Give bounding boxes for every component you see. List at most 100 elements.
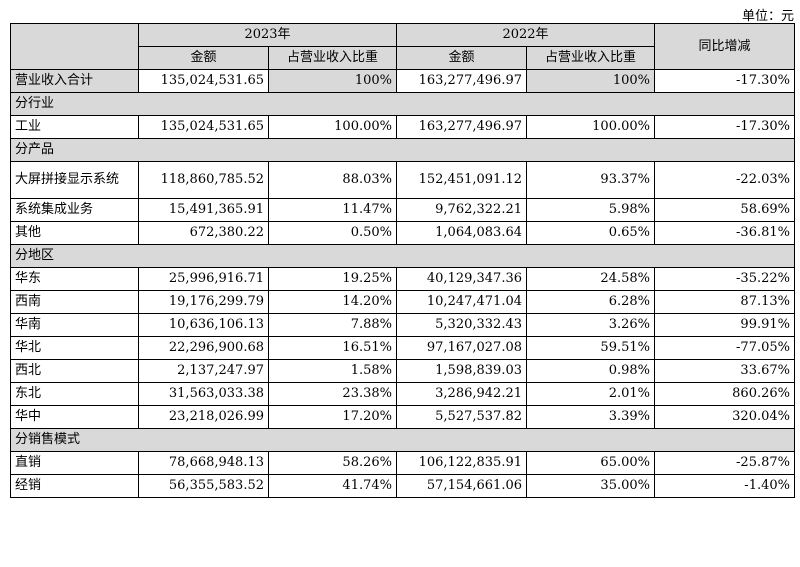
- ratio-2022: 0.65%: [526, 221, 655, 245]
- ratio-2022: 5.98%: [526, 198, 655, 222]
- yoy-change: -1.40%: [654, 474, 795, 498]
- ratio-2022: 3.26%: [526, 313, 655, 337]
- ratio-2023: 41.74%: [268, 474, 397, 498]
- header-row-years: 2023年 2022年 同比增减: [10, 23, 795, 70]
- ratio-2023: 14.20%: [268, 290, 397, 314]
- total-amount-2022: 163,277,496.97: [396, 69, 527, 93]
- header-year-2023: 2023年: [138, 23, 397, 47]
- total-label: 营业收入合计: [10, 69, 139, 93]
- amount-2022: 9,762,322.21: [396, 198, 527, 222]
- ratio-2022: 65.00%: [526, 451, 655, 475]
- amount-2023: 19,176,299.79: [138, 290, 269, 314]
- total-ratio-2022: 100%: [526, 69, 655, 93]
- section-row: 分地区: [10, 244, 795, 268]
- row-label: 东北: [10, 382, 139, 406]
- yoy-change: -36.81%: [654, 221, 795, 245]
- ratio-2022: 59.51%: [526, 336, 655, 360]
- row-label: 华东: [10, 267, 139, 291]
- row-label: 系统集成业务: [10, 198, 139, 222]
- section-title: 分销售模式: [10, 428, 795, 452]
- ratio-2023: 58.26%: [268, 451, 397, 475]
- ratio-2023: 1.58%: [268, 359, 397, 383]
- table-row: 华中 23,218,026.99 17.20% 5,527,537.82 3.39% 32…: [10, 405, 795, 429]
- ratio-2022: 0.98%: [526, 359, 655, 383]
- section-row: 分产品: [10, 138, 795, 162]
- yoy-change: -22.03%: [654, 161, 795, 199]
- table-body: 营业收入合计 135,024,531.65 100% 163,277,496.9…: [10, 69, 795, 498]
- yoy-change: 99.91%: [654, 313, 795, 337]
- row-label: 西北: [10, 359, 139, 383]
- section-row: 分销售模式: [10, 428, 795, 452]
- header-year-2022: 2022年: [396, 23, 655, 47]
- amount-2023: 135,024,531.65: [138, 115, 269, 139]
- total-yoy: -17.30%: [654, 69, 795, 93]
- total-amount-2023: 135,024,531.65: [138, 69, 269, 93]
- amount-2023: 2,137,247.97: [138, 359, 269, 383]
- ratio-2023: 88.03%: [268, 161, 397, 199]
- header-ratio-2023: 占营业收入比重: [268, 46, 397, 70]
- ratio-2022: 100.00%: [526, 115, 655, 139]
- header-amount-2023: 金额: [138, 46, 269, 70]
- table-row: 华北 22,296,900.68 16.51% 97,167,027.08 59.51%…: [10, 336, 795, 360]
- amount-2023: 15,491,365.91: [138, 198, 269, 222]
- amount-2022: 5,320,332.43: [396, 313, 527, 337]
- amount-2022: 163,277,496.97: [396, 115, 527, 139]
- header-ratio-2022: 占营业收入比重: [526, 46, 655, 70]
- amount-2023: 23,218,026.99: [138, 405, 269, 429]
- amount-2023: 10,636,106.13: [138, 313, 269, 337]
- amount-2023: 672,380.22: [138, 221, 269, 245]
- header-row-columns: 金额 占营业收入比重 金额 占营业收入比重: [11, 46, 795, 70]
- amount-2022: 5,527,537.82: [396, 405, 527, 429]
- amount-2022: 97,167,027.08: [396, 336, 527, 360]
- amount-2022: 10,247,471.04: [396, 290, 527, 314]
- ratio-2023: 7.88%: [268, 313, 397, 337]
- table-row: 华南 10,636,106.13 7.88% 5,320,332.43 3.26% 99.…: [10, 313, 795, 337]
- yoy-change: -77.05%: [654, 336, 795, 360]
- ratio-2022: 93.37%: [526, 161, 655, 199]
- row-label: 西南: [10, 290, 139, 314]
- row-label: 经销: [10, 474, 139, 498]
- yoy-change: -17.30%: [654, 115, 795, 139]
- total-ratio-2023: 100%: [268, 69, 397, 93]
- ratio-2022: 35.00%: [526, 474, 655, 498]
- table-row: 华东 25,996,916.71 19.25% 40,129,347.36 24.58%…: [10, 267, 795, 291]
- yoy-change: 320.04%: [654, 405, 795, 429]
- table-row: 工业 135,024,531.65 100.00% 163,277,496.97 100…: [10, 115, 795, 139]
- header-blank-cell: [10, 23, 139, 70]
- ratio-2023: 11.47%: [268, 198, 397, 222]
- table-row: 西北 2,137,247.97 1.58% 1,598,839.03 0.98% 33.6…: [10, 359, 795, 383]
- amount-2023: 56,355,583.52: [138, 474, 269, 498]
- ratio-2023: 16.51%: [268, 336, 397, 360]
- ratio-2022: 6.28%: [526, 290, 655, 314]
- section-row: 分行业: [10, 92, 795, 116]
- amount-2022: 40,129,347.36: [396, 267, 527, 291]
- amount-2022: 1,064,083.64: [396, 221, 527, 245]
- section-title: 分产品: [10, 138, 795, 162]
- row-label: 工业: [10, 115, 139, 139]
- row-label: 大屏拼接显示系统: [10, 161, 139, 199]
- amount-2023: 118,860,785.52: [138, 161, 269, 199]
- section-title: 分行业: [10, 92, 795, 116]
- total-row: 营业收入合计 135,024,531.65 100% 163,277,496.9…: [10, 69, 795, 93]
- table-row: 大屏拼接显示系统 118,860,785.52 88.03% 152,451,091.…: [10, 161, 795, 199]
- amount-2022: 3,286,942.21: [396, 382, 527, 406]
- unit-label: 单位：元: [741, 9, 794, 24]
- table-row: 其他 672,380.22 0.50% 1,064,083.64 0.65% -36.81…: [10, 221, 795, 245]
- header-amount-2022: 金额: [396, 46, 527, 70]
- ratio-2022: 2.01%: [526, 382, 655, 406]
- yoy-change: 58.69%: [654, 198, 795, 222]
- amount-2022: 152,451,091.12: [396, 161, 527, 199]
- amount-2023: 22,296,900.68: [138, 336, 269, 360]
- ratio-2023: 100.00%: [268, 115, 397, 139]
- yoy-change: 860.26%: [654, 382, 795, 406]
- amount-2022: 106,122,835.91: [396, 451, 527, 475]
- ratio-2023: 17.20%: [268, 405, 397, 429]
- amount-2023: 78,668,948.13: [138, 451, 269, 475]
- row-label: 直销: [10, 451, 139, 475]
- amount-2023: 25,996,916.71: [138, 267, 269, 291]
- row-label: 华中: [10, 405, 139, 429]
- table-row: 系统集成业务 15,491,365.91 11.47% 9,762,322.21 5.9…: [10, 198, 795, 222]
- table-row: 东北 31,563,033.38 23.38% 3,286,942.21 2.01% 86…: [10, 382, 795, 406]
- amount-2022: 1,598,839.03: [396, 359, 527, 383]
- table-row: 经销 56,355,583.52 41.74% 57,154,661.06 35.00%…: [10, 474, 795, 498]
